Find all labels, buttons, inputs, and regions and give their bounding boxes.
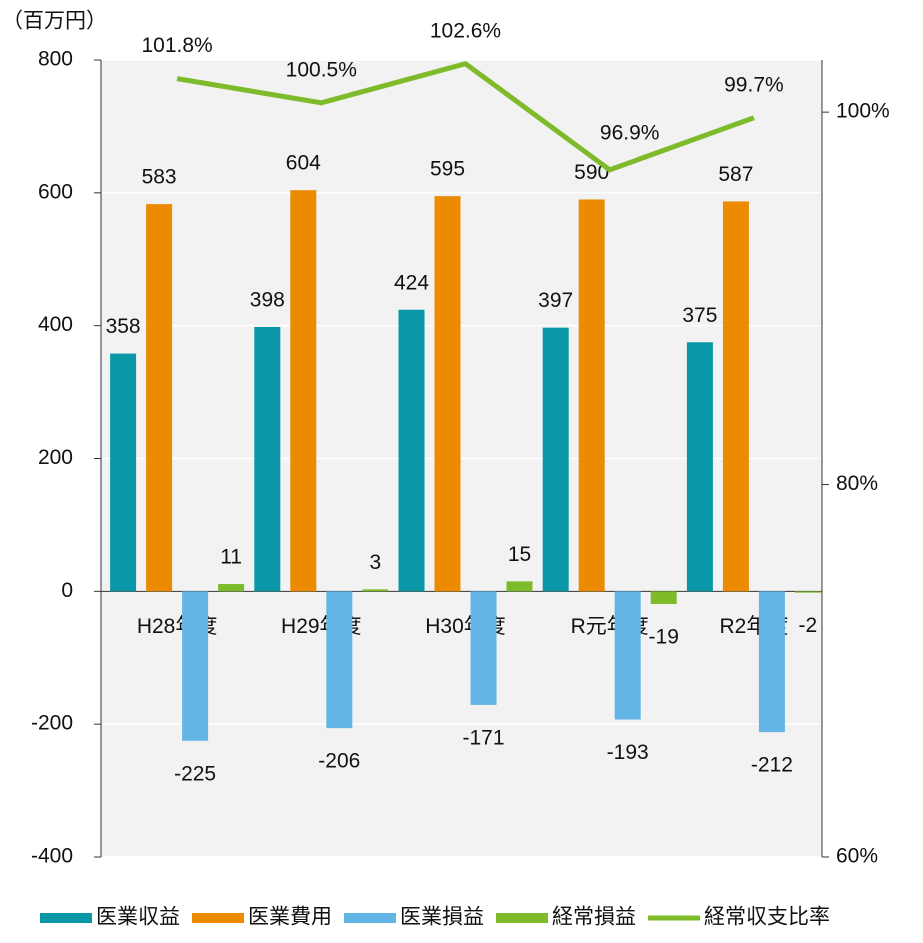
bar-value-label: 604 xyxy=(286,152,321,175)
unit-label: （百万円） xyxy=(2,10,107,33)
y2-tick-label: 80% xyxy=(836,472,878,495)
bar xyxy=(218,584,245,592)
legend-label: 経常損益 xyxy=(552,906,636,929)
bar xyxy=(326,591,353,729)
bar-value-label: 595 xyxy=(430,158,465,181)
y2-tick-label: 60% xyxy=(836,845,878,868)
bar xyxy=(506,581,533,592)
bar-value-label: -2 xyxy=(799,614,818,637)
y-tick-label: 200 xyxy=(38,446,73,469)
bar xyxy=(182,591,209,741)
bar xyxy=(614,591,641,720)
bar xyxy=(794,591,821,593)
legend-label: 医業損益 xyxy=(400,906,484,929)
line-value-label: 99.7% xyxy=(724,73,784,96)
bar-value-label: 587 xyxy=(718,163,753,186)
bar xyxy=(470,591,497,705)
bar xyxy=(362,589,389,592)
y2-tick-label: 100% xyxy=(836,100,890,123)
bar-value-label: -171 xyxy=(462,726,504,749)
y-tick-label: 800 xyxy=(38,48,73,71)
y-tick-label: 0 xyxy=(61,579,73,602)
legend-swatch xyxy=(192,913,244,923)
legend-label: 医業収益 xyxy=(96,906,180,929)
legend-label: 医業費用 xyxy=(248,906,332,929)
bar-value-label: 398 xyxy=(250,289,285,312)
bar xyxy=(542,327,569,592)
bar xyxy=(398,309,425,592)
bar-value-label: 590 xyxy=(574,161,609,184)
bar-value-label: 11 xyxy=(220,546,242,569)
bar-value-label: -225 xyxy=(174,762,216,785)
bar xyxy=(722,201,749,592)
bar-value-label: -206 xyxy=(318,750,360,773)
bar xyxy=(434,196,461,592)
line-value-label: 100.5% xyxy=(286,58,357,81)
y-tick-label: 600 xyxy=(38,180,73,203)
y-tick-label: -400 xyxy=(31,845,73,868)
bar-value-label: 424 xyxy=(394,271,429,294)
y-tick-label: 400 xyxy=(38,313,73,336)
line xyxy=(176,61,755,173)
line-value-label: 101.8% xyxy=(141,34,212,57)
bar xyxy=(758,591,785,733)
bar-value-label: 583 xyxy=(142,166,177,189)
bar xyxy=(650,591,677,604)
bar-value-label: 358 xyxy=(106,315,141,338)
y-tick-label: -200 xyxy=(31,712,73,735)
bar-value-label: -193 xyxy=(607,741,649,764)
bar-value-label: 15 xyxy=(508,543,531,566)
legend-label: 経常収支比率 xyxy=(704,906,830,929)
bar xyxy=(254,326,281,592)
bar-value-label: 375 xyxy=(682,304,717,327)
bar-value-label: -19 xyxy=(649,625,679,648)
bar xyxy=(110,353,137,592)
line-value-label: 102.6% xyxy=(430,19,501,42)
legend-swatch xyxy=(496,913,548,923)
bar-value-label: -212 xyxy=(751,754,793,777)
legend-swatch xyxy=(344,913,396,923)
line-value-label: 96.9% xyxy=(600,121,660,144)
bar xyxy=(146,204,173,592)
bar xyxy=(578,199,605,592)
bar xyxy=(686,342,713,592)
bar-value-label: 397 xyxy=(538,289,573,312)
legend-swatch xyxy=(40,913,92,923)
bar-value-label: 3 xyxy=(369,551,381,574)
bar xyxy=(290,190,317,592)
